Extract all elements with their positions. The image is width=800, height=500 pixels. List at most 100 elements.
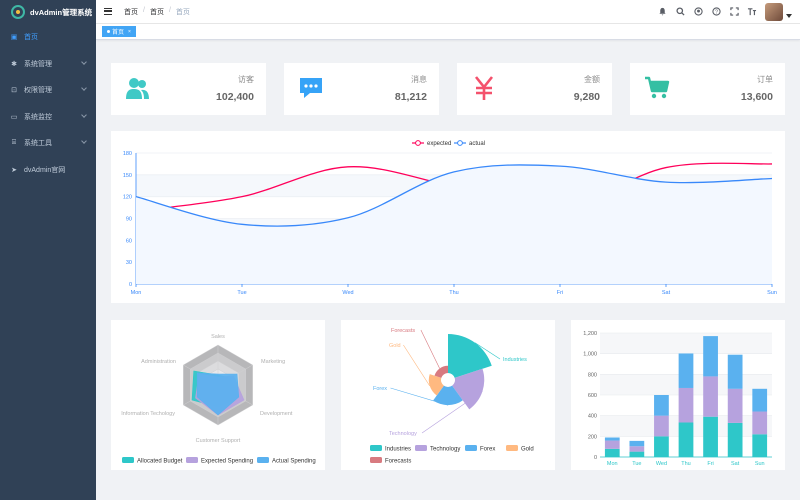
label-leader-line bbox=[474, 342, 501, 360]
label-leader-line bbox=[390, 387, 449, 406]
avatar[interactable] bbox=[765, 3, 783, 21]
radar-indicator-label: Sales bbox=[211, 334, 225, 340]
pie-chart-panel: Industries Technology Forex Gold Forecasts In… bbox=[341, 320, 555, 470]
close-icon[interactable]: × bbox=[128, 28, 131, 35]
sidebar-item-home[interactable]: ▣ 首页 bbox=[0, 24, 96, 51]
brand[interactable]: dvAdmin管理系统 bbox=[0, 0, 96, 24]
radar-indicator-label: Development bbox=[260, 411, 293, 417]
breadcrumb-item[interactable]: 首页 bbox=[149, 8, 164, 16]
help-icon[interactable]: ? bbox=[711, 6, 721, 18]
sidebar-item-label: 系统监控 bbox=[24, 113, 52, 121]
stat-value: 13,600 bbox=[740, 91, 773, 103]
bar-segment bbox=[654, 436, 669, 457]
money-icon bbox=[471, 75, 497, 101]
stat-card-amount[interactable]: 金额 9,280 bbox=[457, 63, 612, 115]
y-tick-label: 150 bbox=[123, 173, 132, 179]
bar-segment bbox=[678, 422, 694, 457]
people-icon bbox=[125, 75, 151, 101]
y-tick-label: 60 bbox=[126, 238, 132, 244]
x-tick-label: Wed bbox=[342, 290, 353, 296]
sidebar-item-tools[interactable]: ⌸ 系统工具 bbox=[0, 130, 96, 157]
y-tick-label: 120 bbox=[123, 195, 132, 201]
legend-swatch bbox=[257, 457, 269, 463]
radar-indicator-label: Information Techology bbox=[121, 411, 175, 417]
bar-segment bbox=[604, 448, 620, 457]
x-tick-label: Fri bbox=[557, 290, 563, 296]
active-dot-icon bbox=[107, 30, 110, 33]
radar-indicator-label: Marketing bbox=[261, 359, 285, 365]
stat-card-messages[interactable]: 消息 81,212 bbox=[284, 63, 439, 115]
stat-value: 9,280 bbox=[573, 91, 600, 103]
caret-down-icon[interactable] bbox=[786, 14, 792, 18]
label-leader-line bbox=[403, 344, 431, 387]
bar-segment bbox=[752, 411, 768, 435]
fullscreen-icon[interactable] bbox=[729, 6, 739, 18]
bar-segment bbox=[678, 387, 694, 423]
legend-swatch bbox=[370, 445, 382, 451]
bar-segment bbox=[752, 388, 768, 412]
legend-marker-expected bbox=[415, 140, 421, 146]
search-icon[interactable] bbox=[675, 6, 685, 18]
sidebar-item-website[interactable]: ➤ dvAdmin官网 bbox=[0, 157, 96, 184]
bar-segment bbox=[629, 440, 645, 447]
bar-segment bbox=[629, 446, 645, 452]
radar-chart-panel: Sales Marketing Development Customer Suppor… bbox=[111, 320, 325, 470]
x-tick-label: Sat bbox=[731, 461, 740, 467]
rose-slice bbox=[448, 334, 492, 378]
label-leader-line bbox=[420, 329, 440, 369]
pie-chart: Industries Technology Forex Gold Forecasts In… bbox=[370, 328, 534, 465]
menu-toggle-icon[interactable] bbox=[104, 8, 112, 15]
tag-home[interactable]: 首页 × bbox=[102, 26, 136, 37]
slice-label: Forex bbox=[373, 386, 387, 392]
sidebar-item-permissions[interactable]: ⊡ 权限管理 bbox=[0, 77, 96, 104]
bar-segment bbox=[703, 376, 718, 417]
bar-segment bbox=[654, 415, 669, 437]
y-tick-label: 200 bbox=[588, 434, 597, 440]
sidebar-item-label: 首页 bbox=[24, 34, 38, 42]
breadcrumb-separator: / bbox=[143, 6, 145, 14]
legend-label: expected bbox=[427, 141, 451, 147]
series-area-actual bbox=[136, 164, 772, 284]
x-tick-label: Tue bbox=[632, 461, 641, 467]
x-tick-label: Thu bbox=[681, 461, 690, 467]
legend-label: Actual Spending bbox=[272, 459, 316, 465]
tags-view: 首页 × bbox=[96, 24, 800, 40]
breadcrumb-separator: / bbox=[168, 6, 171, 14]
logo-icon bbox=[11, 5, 25, 19]
bar-segment bbox=[604, 437, 620, 441]
slice-label: Technology bbox=[389, 431, 417, 437]
y-tick-label: 1,200 bbox=[583, 331, 597, 337]
sidebar: dvAdmin管理系统 ▣ 首页 ✱ 系统管理 ⊡ 权限管理 ▭ 系统监控 ⌸ … bbox=[0, 0, 96, 500]
sidebar-item-system-management[interactable]: ✱ 系统管理 bbox=[0, 51, 96, 78]
font-size-icon[interactable] bbox=[747, 7, 757, 18]
dashboard-icon: ▣ bbox=[10, 34, 18, 42]
radar-indicator-label: Customer Support bbox=[196, 438, 241, 444]
stat-card-visitors[interactable]: 访客 102,400 bbox=[111, 63, 266, 115]
x-tick-label: Mon bbox=[131, 290, 142, 296]
legend-swatch bbox=[122, 457, 134, 463]
gear-icon: ✱ bbox=[11, 60, 17, 68]
legend-label: Forecasts bbox=[385, 459, 411, 465]
chevron-down-icon bbox=[81, 58, 87, 65]
bell-icon[interactable] bbox=[657, 7, 667, 18]
legend-label: Industries bbox=[385, 447, 411, 453]
breadcrumb-item[interactable]: 首页 bbox=[124, 8, 138, 16]
stat-card-orders[interactable]: 订单 13,600 bbox=[630, 63, 785, 115]
github-icon[interactable] bbox=[693, 6, 703, 18]
stat-label: 订单 bbox=[757, 75, 773, 84]
y-tick-label: 180 bbox=[123, 151, 132, 157]
label-leader-line bbox=[421, 390, 483, 434]
legend-swatch bbox=[465, 445, 477, 451]
y-tick-label: 0 bbox=[594, 455, 597, 461]
x-tick-label: Fri bbox=[707, 461, 713, 467]
slice-label: Industries bbox=[503, 357, 527, 363]
chevron-down-icon bbox=[81, 85, 87, 91]
bar-segment bbox=[629, 451, 645, 457]
sidebar-item-monitoring[interactable]: ▭ 系统监控 bbox=[0, 104, 96, 131]
slice-label: Gold bbox=[389, 343, 401, 349]
legend-swatch bbox=[370, 457, 382, 463]
x-tick-label: Thu bbox=[449, 290, 458, 296]
y-tick-label: 30 bbox=[126, 260, 132, 266]
sidebar-item-label: 权限管理 bbox=[24, 87, 52, 95]
message-icon bbox=[298, 75, 324, 101]
